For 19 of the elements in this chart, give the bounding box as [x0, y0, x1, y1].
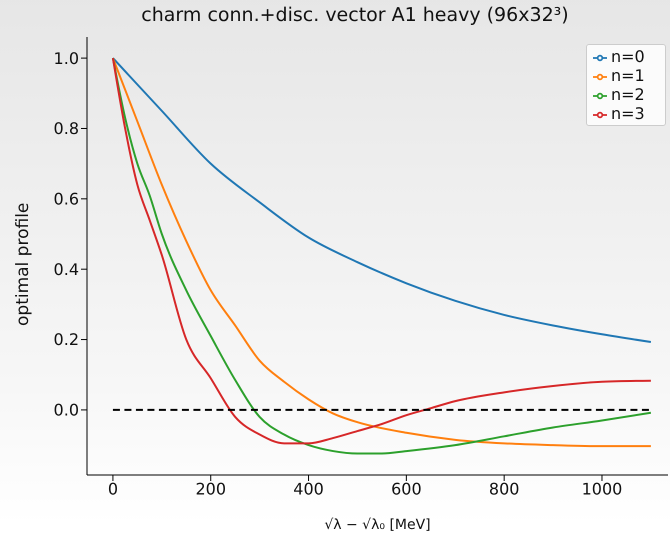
x-tick-label: 1000 [582, 479, 622, 498]
y-axis-title: optimal profile [13, 202, 34, 326]
legend-label: n=3 [611, 104, 645, 123]
legend-label: n=0 [611, 47, 645, 66]
x-tick-label: 600 [391, 479, 422, 498]
x-axis-title: √λ − √λ₀ [MeV] [324, 517, 431, 533]
y-tick-label: 0.2 [54, 330, 79, 350]
x-tick-label: 400 [293, 479, 324, 498]
x-tick-label: 800 [488, 479, 520, 498]
y-tick-label: 0.4 [54, 260, 79, 279]
y-tick-label: 0.8 [54, 119, 79, 138]
y-tick-label: 0.6 [54, 190, 79, 209]
y-tick-label: 0.0 [54, 400, 79, 420]
chart-title: charm conn.+disc. vector A1 heavy (96x32³) [140, 4, 570, 26]
y-tick-label: 1.0 [54, 48, 79, 68]
legend-label: n=1 [611, 66, 645, 85]
x-tick-label: 0 [108, 479, 118, 498]
legend-label: n=2 [611, 85, 645, 104]
x-tick-label: 200 [195, 479, 226, 498]
